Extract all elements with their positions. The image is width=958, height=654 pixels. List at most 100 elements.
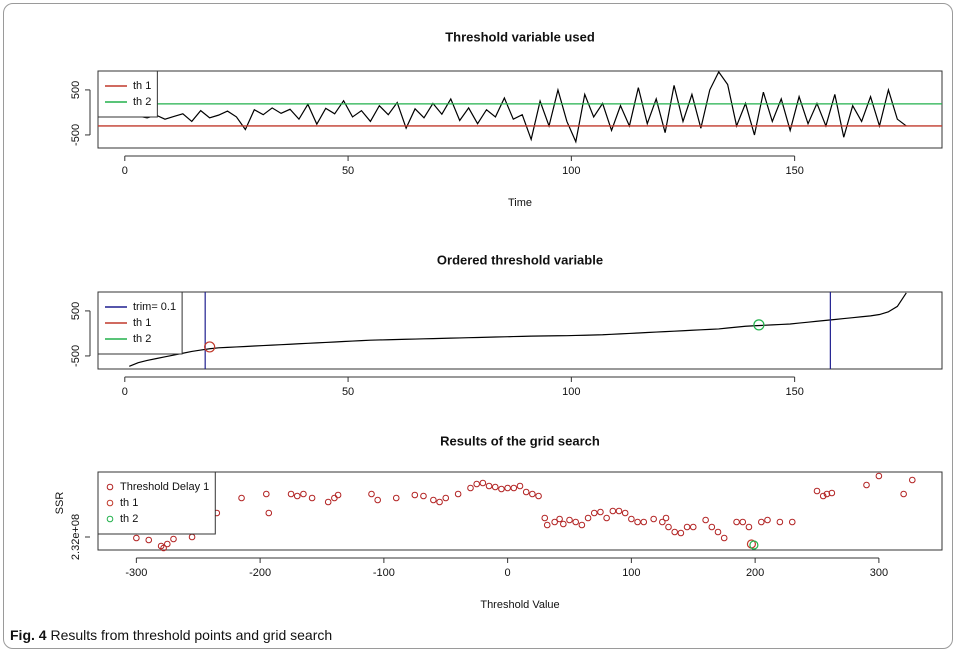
scatter-point <box>479 479 487 487</box>
x-tick-label: -300 <box>125 567 147 579</box>
legend-swatch <box>106 499 114 507</box>
scatter-point <box>300 490 307 498</box>
scatter-point <box>442 494 450 502</box>
scatter-point <box>498 485 505 493</box>
scatter-point <box>683 523 691 531</box>
data-line <box>129 70 907 144</box>
scatter-point <box>714 528 722 536</box>
scatter-point <box>145 536 153 544</box>
x-tick-label: 200 <box>746 567 764 579</box>
scatter-point <box>454 490 462 498</box>
scatter-point <box>308 494 316 502</box>
scatter-point <box>863 481 870 489</box>
scatter-point <box>621 509 629 517</box>
scatter-point <box>758 518 765 526</box>
plot-box <box>97 471 943 551</box>
scatter-point <box>908 476 916 484</box>
y-tick-label: 2.32e+08 <box>70 514 82 560</box>
scatter-point <box>813 487 821 495</box>
scatter-point <box>590 509 598 517</box>
x-tick-label: 100 <box>622 567 640 579</box>
legend-swatch <box>106 483 114 491</box>
scatter-point <box>392 494 400 502</box>
scatter-point <box>430 496 437 504</box>
scatter-point <box>411 491 419 499</box>
scatter-point <box>263 490 270 498</box>
y-tick-label: -500 <box>70 345 82 367</box>
threshold-marker <box>749 540 759 550</box>
scatter-point <box>188 533 196 541</box>
x-tick-label: 0 <box>505 567 511 579</box>
x-tick-label: 150 <box>785 386 803 398</box>
scatter-point <box>164 540 171 548</box>
scatter-point <box>828 489 836 497</box>
scatter-point <box>634 518 641 526</box>
scatter-point <box>566 516 573 524</box>
y-tick-label: 500 <box>70 302 82 320</box>
x-tick-label: 50 <box>342 386 354 398</box>
scatter-point <box>640 518 648 526</box>
scatter-point <box>615 507 623 515</box>
scatter-point <box>900 490 907 498</box>
scatter-point <box>293 492 301 500</box>
scatter-point <box>287 490 295 498</box>
scatter-point <box>739 518 747 526</box>
scatter-point <box>875 472 883 480</box>
scatter-point <box>529 490 536 498</box>
caption-label: Fig. 4 <box>10 627 47 643</box>
scatter-point <box>659 518 666 526</box>
x-tick-label: -200 <box>249 567 271 579</box>
scatter-point <box>788 518 796 526</box>
x-tick-label: 0 <box>122 386 128 398</box>
scatter-point <box>160 544 167 552</box>
scatter-point <box>677 529 685 537</box>
scatter-point <box>420 492 427 500</box>
scatter-point <box>764 516 771 524</box>
x-tick-label: 50 <box>342 165 354 177</box>
legend-label: th 1 <box>133 317 151 329</box>
x-tick-label: 100 <box>562 386 580 398</box>
x-tick-label: -100 <box>373 567 395 579</box>
legend-label: th 2 <box>133 333 151 345</box>
scatter-point <box>133 534 140 542</box>
plot-box <box>97 70 943 149</box>
scatter-point <box>535 492 542 500</box>
x-tick-label: 100 <box>562 165 580 177</box>
scatter-point <box>689 523 697 531</box>
x-tick-label: 300 <box>870 567 888 579</box>
figure-frame <box>3 3 953 649</box>
scatter-point <box>491 483 499 491</box>
scatter-point <box>823 490 831 498</box>
plot-box <box>97 291 943 370</box>
x-axis-label: Threshold Value <box>480 599 559 611</box>
chart-title: Ordered threshold variable <box>437 252 603 267</box>
scatter-point <box>473 480 480 488</box>
scatter-point <box>584 514 592 522</box>
chart-title: Threshold variable used <box>445 29 595 44</box>
y-axis-label: SSR <box>54 492 66 515</box>
legend-label: th 2 <box>120 513 138 525</box>
scatter-point <box>170 535 177 543</box>
scatter-point <box>609 507 617 515</box>
scatter-point <box>485 482 493 490</box>
scatter-point <box>665 523 672 531</box>
scatter-point <box>467 484 474 492</box>
legend-label: th 2 <box>133 96 151 108</box>
legend-swatch <box>106 515 114 523</box>
scatter-point <box>374 496 381 504</box>
scatter-point <box>650 515 657 523</box>
data-line <box>129 292 907 367</box>
scatter-point <box>331 494 338 502</box>
scatter-point <box>368 490 375 498</box>
scatter-point <box>708 523 716 531</box>
legend-label: trim= 0.1 <box>133 301 176 313</box>
scatter-point <box>504 484 511 492</box>
scatter-point <box>516 482 524 490</box>
legend-label: Threshold Delay 1 <box>120 481 209 493</box>
legend-label: th 1 <box>120 497 138 509</box>
legend-box <box>97 471 216 535</box>
scatter-point <box>671 528 678 536</box>
scatter-point <box>720 534 728 542</box>
threshold-marker <box>204 341 216 353</box>
